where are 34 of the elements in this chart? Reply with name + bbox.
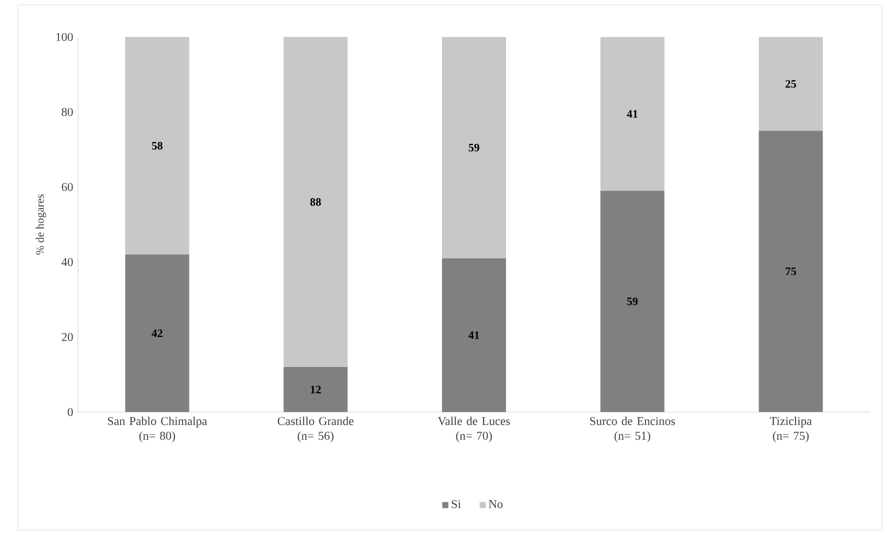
y-tick-label: 80: [62, 108, 73, 116]
data-label: 88: [310, 198, 321, 206]
x-tick-label: Tiziclipa (n= 75): [770, 416, 812, 442]
bar: [284, 367, 348, 412]
bar: [284, 37, 348, 368]
x-tick-label: Valle de Luces (n= 70): [438, 416, 510, 442]
data-label: 59: [468, 144, 480, 152]
x-tick-label: San Pablo Chimalpa (n= 80): [108, 416, 208, 442]
y-tick-label: 100: [56, 32, 73, 42]
bar: [758, 37, 823, 131]
data-label: 58: [152, 142, 162, 150]
bar: [442, 258, 506, 412]
data-label: 42: [152, 329, 162, 338]
bar: [758, 130, 823, 412]
y-tick-label: 0: [68, 408, 73, 416]
legend-label: Si: [452, 500, 461, 508]
x-tick-label: Surco de Encinos (n= 51): [590, 416, 675, 442]
legend-label: No: [488, 500, 503, 508]
y-tick-label: 20: [62, 332, 73, 342]
data-label: 12: [310, 386, 321, 394]
data-label: 59: [627, 298, 638, 306]
bar: [125, 254, 190, 412]
data-label: 25: [786, 80, 796, 88]
x-tick-label: Castillo Grande (n= 56): [278, 416, 354, 442]
data-label: 75: [786, 268, 796, 276]
bar: [125, 37, 190, 254]
y-tick-label: 60: [62, 182, 73, 192]
bar: [600, 37, 664, 191]
data-label: 41: [468, 331, 480, 339]
y-axis-title: % de hogares: [36, 194, 46, 255]
data-label: 41: [626, 110, 638, 118]
bar: [442, 37, 506, 258]
bar: [600, 190, 664, 412]
y-tick-label: 40: [62, 258, 73, 266]
